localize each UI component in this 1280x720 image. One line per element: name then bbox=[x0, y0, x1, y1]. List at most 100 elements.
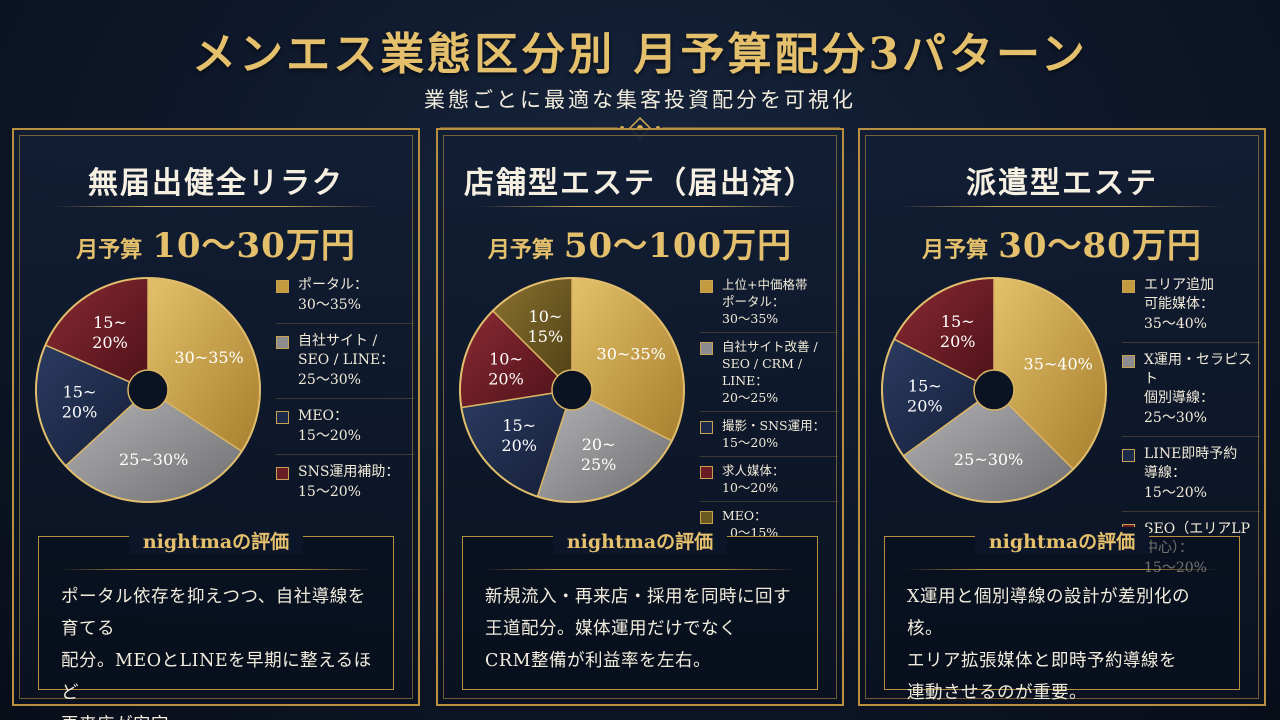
title-divider bbox=[900, 206, 1224, 207]
legend-value: 15～20% bbox=[722, 435, 779, 450]
panel-title: 派遣型エステ bbox=[966, 166, 1158, 201]
panel-store-esthe: 店舗型エステ（届出済） 月予算 50～100万円 30~35% 20~ 25% 15~ 2… bbox=[436, 128, 844, 706]
budget-label: 月予算 bbox=[76, 237, 143, 263]
evaluation-line: X運用と個別導線の設計が差別化の核。 bbox=[907, 587, 1190, 639]
legend-value: 25～30% bbox=[298, 372, 361, 388]
title-divider bbox=[478, 206, 802, 207]
evaluation-text: ポータル依存を抑えつつ、自社導線を育てる 配分。MEOとLINEを早期に整えるほ… bbox=[61, 581, 379, 720]
legend-label: エリア追加 可能媒体： bbox=[1144, 277, 1214, 312]
legend-label: SNS運用補助： bbox=[298, 464, 400, 480]
page-subtitle: 業態ごとに最適な集客投資配分を可視化 bbox=[424, 88, 856, 112]
legend-label: MEO： bbox=[298, 408, 349, 424]
evaluation-title: nightmaの評価 bbox=[552, 527, 728, 554]
pie-slice-label: 15~ 20% bbox=[501, 416, 537, 455]
legend-item: 自社サイト / SEO / LINE： 25～30% bbox=[276, 332, 414, 399]
evaluation-box: nightmaの評価 X運用と個別導線の設計が差別化の核。 エリア拡張媒体と即時… bbox=[884, 527, 1240, 703]
legend-label: 自社サイト改善 / SEO / CRM / LINE： bbox=[722, 339, 818, 388]
pie-center-hole bbox=[551, 369, 593, 411]
legend-item: LINE即時予約 導線： 15～20% bbox=[1122, 445, 1260, 512]
budget-label: 月予算 bbox=[922, 237, 989, 263]
pie-slice-label: 35~40% bbox=[1024, 354, 1093, 373]
legend-value: 30～35% bbox=[298, 297, 361, 313]
legend-label: LINE即時予約 導線： bbox=[1144, 446, 1238, 481]
legend-value: 30～35% bbox=[722, 311, 779, 326]
pie-slice-label: 15~ 20% bbox=[92, 313, 128, 352]
evaluation-title: nightmaの評価 bbox=[128, 527, 304, 554]
panel-title: 無届出健全リラク bbox=[88, 166, 344, 201]
evaluation-divider bbox=[59, 569, 373, 570]
monthly-budget: 月予算 50～100万円 bbox=[438, 218, 842, 267]
legend: ポータル： 30～35% 自社サイト / SEO / LINE： 25～30% MEO：… bbox=[276, 276, 414, 518]
evaluation-text: X運用と個別導線の設計が差別化の核。 エリア拡張媒体と即時予約導線を 連動させる… bbox=[907, 581, 1225, 709]
page-title: メンエス業態区分別 月予算配分3パターン bbox=[192, 29, 1088, 80]
legend-value: 35～40% bbox=[1144, 316, 1207, 332]
panel-relaxation: 無届出健全リラク 月予算 10～30万円 30~35% 25~30% 15~ 20% 15… bbox=[12, 128, 420, 720]
legend-swatch bbox=[700, 280, 713, 293]
legend-swatch bbox=[700, 342, 713, 355]
legend-swatch bbox=[700, 511, 713, 524]
evaluation-line: 王道配分。媒体運用だけでなく bbox=[485, 619, 737, 639]
legend-item: MEO： 15～20% bbox=[276, 407, 414, 455]
pie-center-hole bbox=[127, 369, 169, 411]
legend-item: ポータル： 30～35% bbox=[276, 276, 414, 324]
legend-label: ポータル： bbox=[298, 277, 368, 293]
pie-chart: 35~40% 25~30% 15~ 20% 15~ 20% bbox=[881, 277, 1107, 503]
pie-slice-label: 25~30% bbox=[954, 450, 1023, 469]
legend-swatch bbox=[1122, 355, 1135, 368]
pie-slice-label: 30~35% bbox=[174, 348, 243, 367]
pie-outer-ring bbox=[459, 277, 685, 503]
pie-slice-label: 15~ 20% bbox=[940, 312, 976, 351]
legend-value: 25～30% bbox=[1144, 410, 1207, 426]
legend-item: SNS運用補助： 15～20% bbox=[276, 463, 414, 510]
legend-item: 上位+中価格帯 ポータル： 30～35% bbox=[700, 276, 838, 333]
monthly-budget: 月予算 10～30万円 bbox=[14, 218, 418, 267]
legend-swatch bbox=[276, 336, 289, 349]
pie-slice-label: 20~ 25% bbox=[581, 435, 617, 474]
pie-outer-ring bbox=[35, 277, 261, 503]
legend-label: 上位+中価格帯 ポータル： bbox=[722, 277, 808, 309]
evaluation-text: 新規流入・再来店・採用を同時に回す 王道配分。媒体運用だけでなく CRM整備が利… bbox=[485, 581, 803, 677]
legend-value: 20～25% bbox=[722, 390, 779, 405]
legend-label: 求人媒体： bbox=[722, 463, 785, 478]
legend-swatch bbox=[276, 411, 289, 424]
legend-label: MEO： bbox=[722, 508, 767, 523]
legend-item: エリア追加 可能媒体： 35～40% bbox=[1122, 276, 1260, 343]
budget-value: 50～100万円 bbox=[563, 226, 793, 266]
evaluation-line: 再来店が安定。 bbox=[61, 709, 379, 720]
evaluation-line: エリア拡張媒体と即時予約導線を bbox=[907, 651, 1177, 671]
evaluation-divider bbox=[483, 569, 797, 570]
legend-label: X運用・セラピスト 個別導線： bbox=[1144, 352, 1252, 406]
evaluation-line: 新規流入・再来店・採用を同時に回す bbox=[485, 587, 791, 607]
pie-slice-label: 30~35% bbox=[597, 345, 666, 364]
legend-swatch bbox=[1122, 449, 1135, 462]
pie-center-hole bbox=[973, 369, 1015, 411]
pie-chart: 30~35% 25~30% 15~ 20% 15~ 20% bbox=[35, 277, 261, 503]
legend-swatch bbox=[700, 421, 713, 434]
evaluation-box: nightmaの評価 新規流入・再来店・採用を同時に回す 王道配分。媒体運用だけ… bbox=[462, 527, 818, 690]
pie-slice-label: 15~ 20% bbox=[907, 376, 943, 415]
legend-swatch bbox=[276, 467, 289, 480]
budget-value: 10～30万円 bbox=[152, 226, 356, 266]
evaluation-line: 配分。MEOとLINEを早期に整えるほど bbox=[61, 651, 372, 703]
budget-label: 月予算 bbox=[487, 237, 554, 263]
pie-slice-label: 10~ 20% bbox=[488, 350, 524, 389]
legend-value: 15～20% bbox=[298, 428, 361, 444]
evaluation-box: nightmaの評価 ポータル依存を抑えつつ、自社導線を育てる 配分。MEOとL… bbox=[38, 527, 394, 720]
legend-label: 自社サイト / SEO / LINE： bbox=[298, 333, 395, 368]
pie-slice-label: 10~ 15% bbox=[528, 307, 564, 346]
title-divider bbox=[54, 206, 378, 207]
evaluation-line: ポータル依存を抑えつつ、自社導線を育てる bbox=[61, 587, 366, 639]
evaluation-line: CRM整備が利益率を左右。 bbox=[485, 651, 711, 671]
legend-swatch bbox=[1122, 280, 1135, 293]
pie-slice-label: 25~30% bbox=[119, 450, 188, 469]
pie-chart: 30~35% 20~ 25% 15~ 20% 10~ 20%10~ 15% bbox=[459, 277, 685, 503]
legend-item: 求人媒体： 10～20% bbox=[700, 462, 838, 502]
pie-slice-label: 15~ 20% bbox=[62, 382, 98, 421]
legend-item: 撮影・SNS運用： 15～20% bbox=[700, 417, 838, 457]
evaluation-title: nightmaの評価 bbox=[974, 527, 1150, 554]
budget-value: 30～80万円 bbox=[998, 226, 1202, 266]
legend-value: 15～20% bbox=[1144, 485, 1207, 501]
legend: 上位+中価格帯 ポータル： 30～35% 自社サイト改善 / SEO / CRM /… bbox=[700, 276, 838, 551]
legend-swatch bbox=[700, 466, 713, 479]
legend-swatch bbox=[276, 280, 289, 293]
